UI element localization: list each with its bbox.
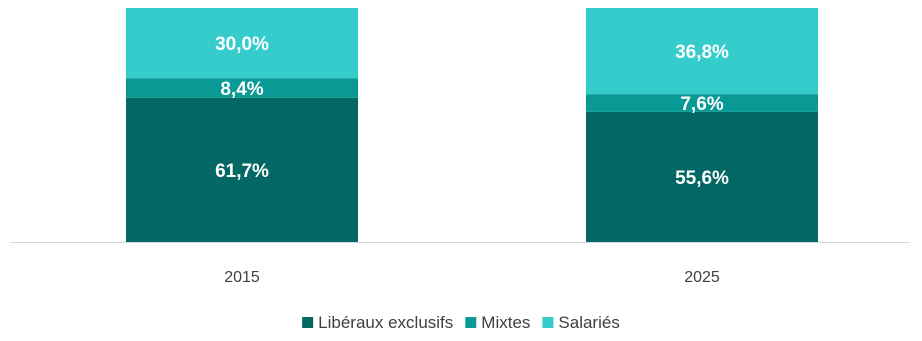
data-label: 30,0% [215,34,269,55]
bar-segment-lib-raux-exclusifs-2025 [586,111,818,242]
legend-item: Libéraux exclusifs [302,313,453,332]
legend-item: Salariés [542,313,620,332]
data-label: 36,8% [675,42,729,63]
bar-segment-mixtes-2025 [586,94,818,112]
legend-label: Libéraux exclusifs [318,313,453,332]
legend-label: Mixtes [481,313,530,332]
legend-swatch [465,317,477,328]
data-label: 55,6% [675,168,729,189]
x-tick-label: 2015 [224,269,260,286]
data-label: 7,6% [680,94,723,115]
legend: Libéraux exclusifs Mixtes Salariés [302,313,620,332]
legend-item: Mixtes [465,313,530,332]
legend-label: Salariés [558,313,619,332]
legend-swatch [542,317,554,328]
data-label: 61,7% [215,161,269,182]
x-tick-label: 2025 [684,269,720,286]
data-label: 8,4% [220,79,263,100]
bars-layer: 61,7% 8,4% 30,0% 2015 55,6% 7,6% 36,8% 2025 [126,8,818,286]
legend-swatch [302,317,314,328]
bar-segment-mixtes-2015 [126,78,358,98]
bar-segment-salari-s-2015 [126,8,358,79]
bar-segment-salari-s-2025 [586,8,818,95]
bar-segment-lib-raux-exclusifs-2015 [126,97,358,242]
